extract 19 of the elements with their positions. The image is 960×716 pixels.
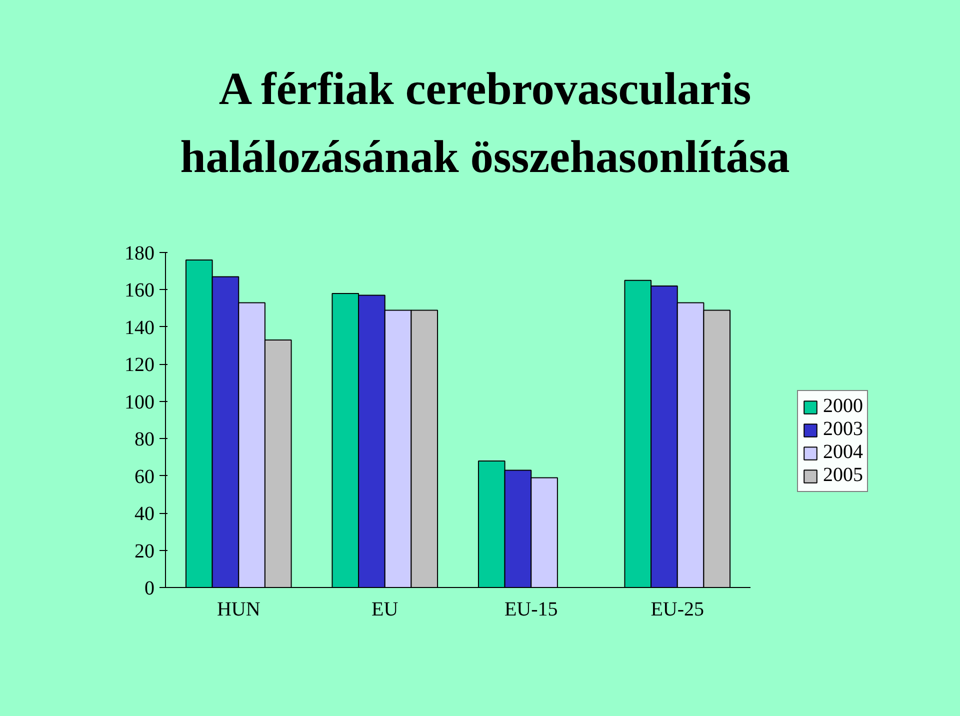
- x-tick-label: HUN: [216, 598, 260, 620]
- legend-label: 2000: [823, 395, 863, 418]
- y-tick-label: 20: [134, 540, 154, 562]
- y-tick-label: 120: [124, 354, 154, 376]
- chart-title: A férfiak cerebrovascularis halálozásának összehasonlítása: [180, 62, 790, 184]
- x-tick-label: EU: [372, 598, 399, 620]
- legend-label: 2004: [823, 441, 863, 464]
- y-tick-label: 180: [124, 242, 154, 264]
- y-tick-label: 80: [134, 428, 154, 451]
- legend-label: 2005: [823, 464, 863, 487]
- legend-label: 2003: [823, 418, 863, 441]
- y-tick-label: 140: [124, 316, 154, 339]
- y-tick-label: 40: [134, 503, 154, 526]
- y-tick-label: 60: [134, 466, 154, 488]
- y-tick-label: 160: [124, 280, 154, 302]
- y-tick-label: 100: [124, 391, 154, 414]
- x-tick-label: EU-25: [650, 598, 704, 620]
- y-tick-label: 0: [144, 578, 154, 600]
- x-tick-label: EU-15: [504, 598, 558, 620]
